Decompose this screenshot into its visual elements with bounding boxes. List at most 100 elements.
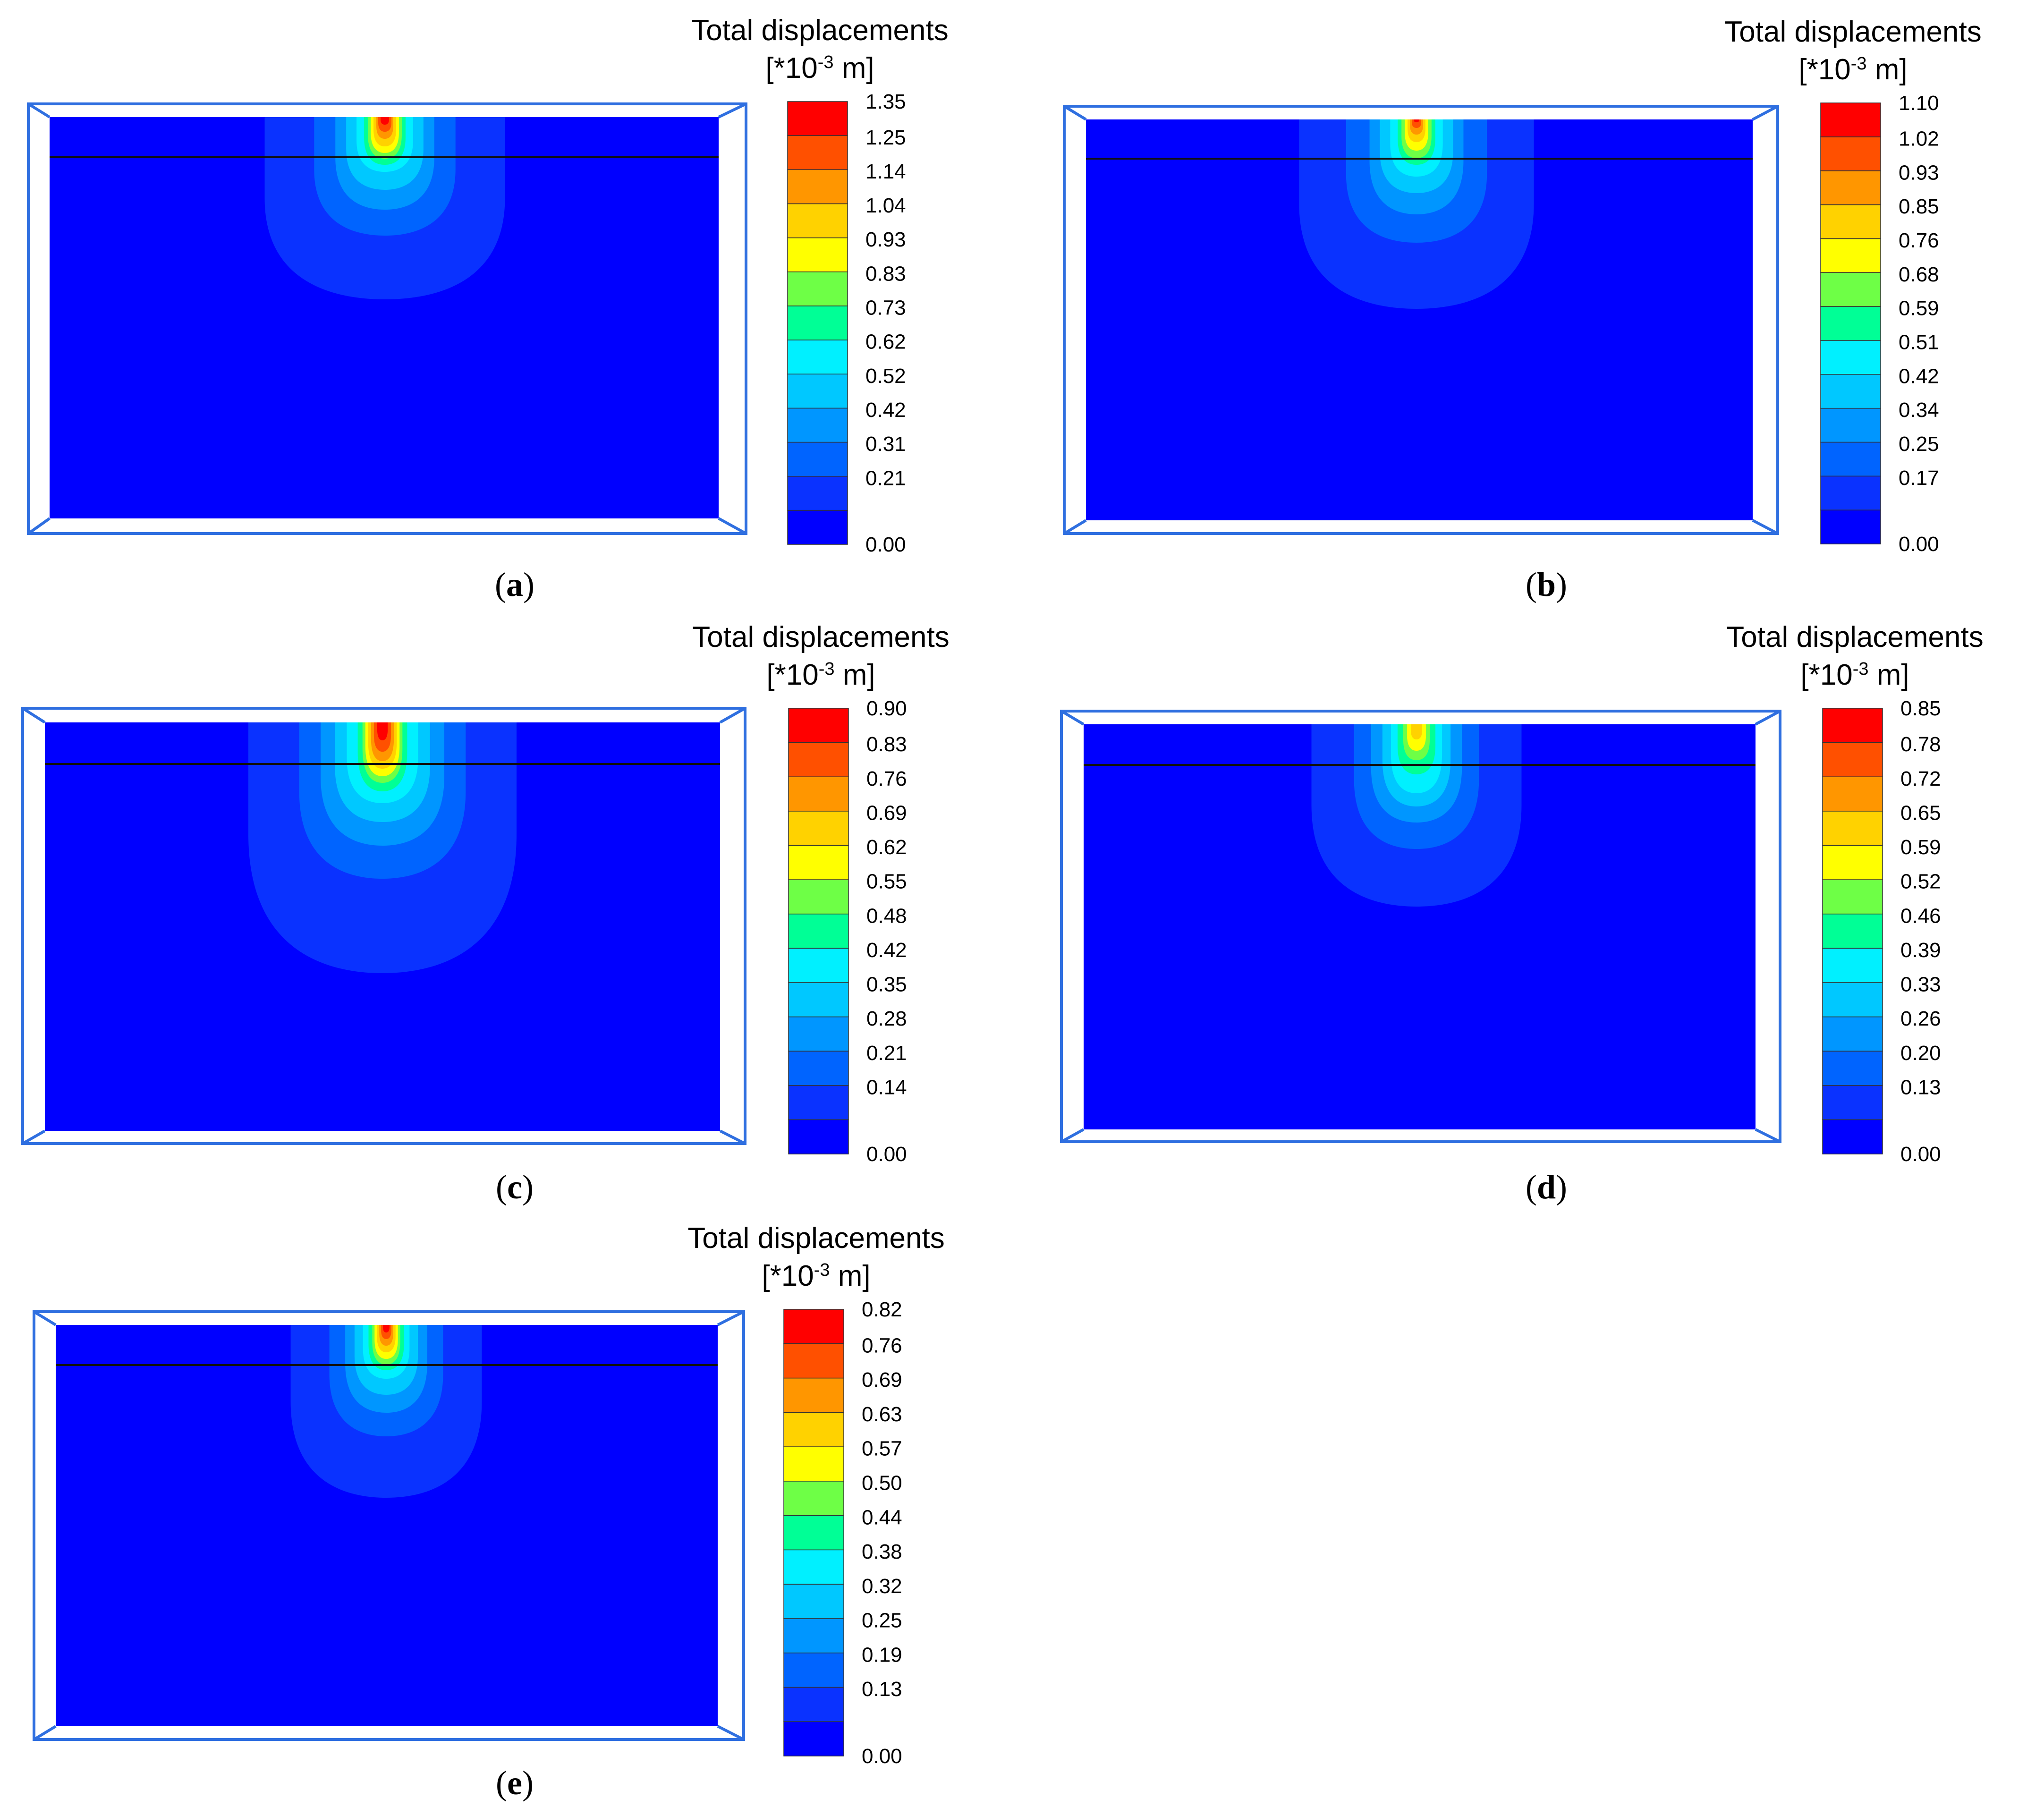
colorbar-tick-label: 0.55 xyxy=(866,870,907,893)
frame-edge xyxy=(1755,710,1781,726)
colorbar-swatch xyxy=(787,169,848,204)
colorbar-tick-label: 0.73 xyxy=(865,297,906,320)
colorbar-swatch xyxy=(783,1377,844,1413)
colorbar-tick-label: 0.57 xyxy=(862,1437,902,1460)
frame-edge xyxy=(1060,1128,1085,1143)
colorbar-swatch xyxy=(1820,204,1881,239)
colorbar-tick-label: 0.42 xyxy=(865,399,906,422)
frame-edge xyxy=(717,1310,745,1326)
colorbar-swatch xyxy=(788,776,849,812)
frame-edge xyxy=(719,1129,746,1145)
panel-b: 1.10 1.02 0.93 0.85 0.76 0.68 0.59 0.51 0.42 0.34… xyxy=(1063,16,1982,603)
colorbar-swatch xyxy=(788,742,849,777)
colorbar-swatch xyxy=(1822,1119,1883,1154)
colorbar-tick-label: 0.39 xyxy=(1900,939,1941,962)
frame-edge xyxy=(1063,105,1087,121)
frame-edge xyxy=(1752,519,1779,535)
colorbar-swatch xyxy=(787,271,848,306)
colorbar-swatch xyxy=(787,305,848,340)
contour-band xyxy=(1412,119,1421,128)
colorbar-swatch xyxy=(783,1721,844,1756)
colorbar-swatch xyxy=(1820,238,1881,273)
colorbar-tick-label: 0.25 xyxy=(1899,433,1939,456)
displacement-field xyxy=(56,1325,718,1726)
colorbar-tick-label: 0.50 xyxy=(862,1471,902,1494)
colorbar-tick-label: 0.35 xyxy=(866,973,907,996)
colorbar-title: Total displacements xyxy=(1724,16,1982,48)
contour-band xyxy=(377,722,388,740)
colorbar-swatch xyxy=(1820,306,1881,341)
colorbar-swatch xyxy=(1822,776,1883,812)
colorbar-swatch xyxy=(783,1584,844,1619)
colorbar-swatch xyxy=(1822,1016,1883,1052)
colorbar-title: Total displacements xyxy=(687,1222,945,1255)
colorbar-swatch xyxy=(1820,475,1881,510)
colorbar-swatch xyxy=(787,373,848,409)
colorbar-tick-label: 0.13 xyxy=(862,1678,902,1701)
contour-plot-a xyxy=(27,102,747,535)
colorbar-tick-label: 0.17 xyxy=(1899,467,1939,490)
contour-band xyxy=(383,1325,390,1332)
colorbar-swatch xyxy=(783,1549,844,1585)
colorbar-tick-label: 0.78 xyxy=(1900,733,1941,756)
colorbar-tick-label: 0.00 xyxy=(1899,533,1939,556)
colorbar-swatch xyxy=(1822,1051,1883,1086)
displacement-field xyxy=(1084,724,1756,1129)
frame-edge xyxy=(718,517,747,535)
colorbar-swatch xyxy=(1820,102,1881,137)
colorbar-swatch xyxy=(788,811,849,846)
colorbar-swatch xyxy=(788,1085,849,1120)
colorbar-swatch xyxy=(1820,340,1881,375)
colorbar-swatch xyxy=(1820,136,1881,171)
frame-edge xyxy=(1060,710,1085,726)
colorbar-tick-label: 1.02 xyxy=(1899,127,1939,150)
colorbar-swatch xyxy=(1820,407,1881,443)
colorbar-tick-label: 0.33 xyxy=(1900,973,1941,996)
colorbar-tick-label: 0.83 xyxy=(865,262,906,285)
colorbar-tick-label: 0.14 xyxy=(866,1076,907,1099)
colorbar-swatch xyxy=(783,1446,844,1482)
colorbar-title: Total displacements xyxy=(692,621,950,653)
colorbar-tick-label: 0.25 xyxy=(862,1609,902,1632)
displacement-field xyxy=(1086,119,1753,520)
frame-edge xyxy=(1063,519,1087,535)
colorbar-tick-label: 0.42 xyxy=(1899,365,1939,388)
colorbar-tick-label: 0.90 xyxy=(866,697,907,720)
colorbar-swatch xyxy=(1822,879,1883,915)
colorbar-tick-label: 0.13 xyxy=(1900,1076,1941,1099)
frame-edge xyxy=(718,102,747,119)
colorbar-tick-label: 0.19 xyxy=(862,1643,902,1666)
colorbar-tick-label: 0.00 xyxy=(866,1143,907,1166)
colorbar-tick-label: 0.72 xyxy=(1900,767,1941,790)
colorbar-tick-label: 0.93 xyxy=(1899,161,1939,184)
colorbar-tick-label: 0.52 xyxy=(1900,870,1941,893)
colorbar-tick-label: 0.69 xyxy=(862,1368,902,1391)
colorbar-tick-label: 1.14 xyxy=(865,160,906,183)
contour-plot-d xyxy=(1060,710,1781,1143)
colorbar-tick-label: 0.65 xyxy=(1900,801,1941,824)
colorbar-swatch xyxy=(1820,374,1881,409)
colorbar-tick-label: 0.42 xyxy=(866,939,907,962)
frame-edge xyxy=(719,707,746,724)
colorbar-swatch xyxy=(1820,272,1881,307)
colorbar-swatch xyxy=(783,1343,844,1379)
colorbar-tick-label: 0.68 xyxy=(1899,263,1939,286)
frame-edge xyxy=(717,1725,745,1741)
colorbar-title: Total displacements xyxy=(1726,621,1984,653)
panel-caption: (b) xyxy=(1526,566,1567,603)
colorbar-tick-label: 0.31 xyxy=(865,433,906,456)
displacement-field xyxy=(45,722,720,1131)
colorbar-tick-label: 0.76 xyxy=(1899,229,1939,252)
colorbar-swatch xyxy=(788,913,849,949)
frame-edge xyxy=(27,102,51,119)
colorbar-swatch xyxy=(788,845,849,880)
panel-e: 0.82 0.76 0.69 0.63 0.57 0.50 0.44 0.38 0.32 0.25… xyxy=(33,1222,945,1802)
colorbar-tick-label: 0.93 xyxy=(865,228,906,251)
displacement-field xyxy=(50,117,719,518)
frame-edge xyxy=(33,1310,57,1326)
colorbar-tick-label: 0.32 xyxy=(862,1575,902,1598)
panel-d: 0.85 0.78 0.72 0.65 0.59 0.52 0.46 0.39 0.33 0.26… xyxy=(1060,621,1984,1206)
colorbar-c: 0.90 0.83 0.76 0.69 0.62 0.55 0.48 0.42 0.35 0.28… xyxy=(692,621,950,1166)
colorbar-unit: [*10-3 m] xyxy=(1798,53,1907,86)
